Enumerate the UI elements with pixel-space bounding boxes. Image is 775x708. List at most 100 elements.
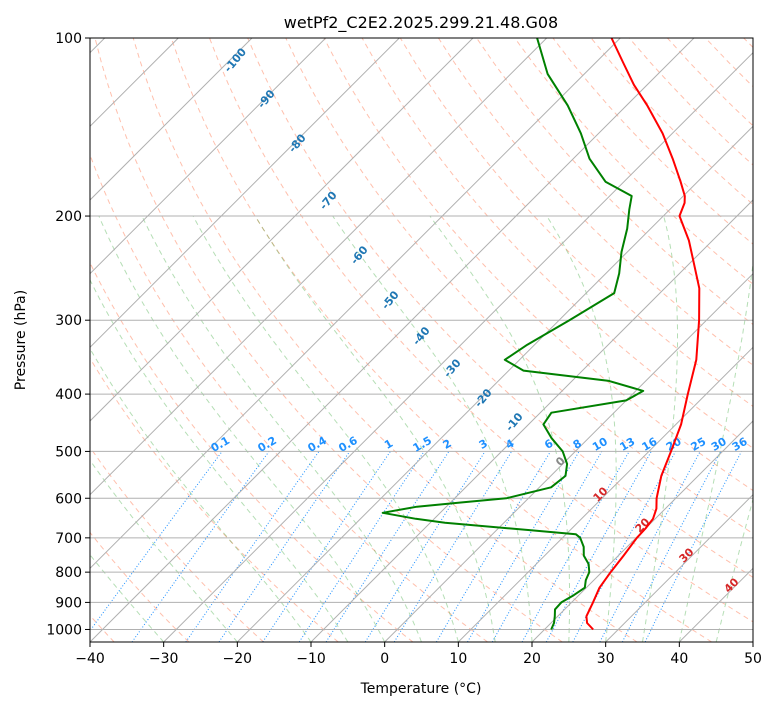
dry-adiabat [132,38,638,642]
moist-adiabat [546,215,617,642]
moist-adiabat [642,215,678,642]
mixing-ratio-label: 2 [441,437,454,452]
dry-adiabat [437,38,753,366]
moist-adiabat [90,459,238,642]
dry-adiabat-label: -60 [348,243,371,267]
y-axis-ticks: 1000 900 800 700 600 500 400 300 200 100 [46,31,90,638]
dry-adiabat-label: -70 [317,189,340,213]
moist-adiabat [90,553,165,642]
x-tick-label: −40 [75,651,105,667]
moist-adiabat [678,259,753,642]
isotherm-line [310,199,753,642]
isotherm-line [90,38,548,496]
dry-adiabat [514,38,753,285]
y-tick-label: 200 [55,209,82,225]
mixing-ratio-line [325,451,450,642]
y-tick-label: 300 [55,313,82,329]
isotherm-line [90,38,327,275]
temperature-line [585,38,701,631]
y-tick-label: 700 [55,531,82,547]
isotherm-line [90,38,621,570]
moist-adiabat-label: 30 [677,545,697,565]
mixing-ratio-line [262,451,391,642]
y-tick-label: 100 [55,31,82,47]
isotherm-line [90,38,253,201]
mixing-ratio-line [545,451,652,642]
moist-adiabat [90,278,349,642]
moist-adiabat [332,215,533,642]
dry-adiabat [743,38,753,49]
x-tick-label: −30 [149,651,179,667]
y-tick-label: 800 [55,565,82,581]
dry-adiabat-label: -50 [379,288,402,312]
x-tick-label: 0 [380,651,389,667]
y-axis-label: Pressure (hPa) [13,290,29,390]
isotherm-line [236,125,753,642]
mixing-ratio-line [435,451,552,642]
isotherm-line [90,38,474,422]
mixing-ratio-line [364,451,486,642]
isotherm-line [384,272,753,642]
dewpoint-line [381,38,645,630]
mixing-ratio-line [521,451,630,642]
isotherm-line [752,641,753,642]
moist-adiabat [715,497,753,642]
y-tick-label: 900 [55,595,82,611]
moist-adiabat [90,347,312,642]
dry-adiabat [90,153,488,642]
mixing-ratio-line [90,451,223,632]
mixing-ratio-label: 4 [503,437,516,452]
dry-adiabat-label: -100 [221,45,249,75]
dry-adiabat [399,38,753,408]
dry-adiabat-label: -40 [410,324,433,348]
x-tick-label: −20 [223,651,253,667]
moist-adiabats [90,215,753,642]
chart-title: wetPf2_C2E2.2025.299.21.48.G08 [284,13,558,33]
mixing-ratio-line [467,451,580,642]
isotherm-line [531,420,753,642]
moist-adiabat-label: 10 [591,484,611,504]
dry-adiabats [90,38,753,642]
y-tick-label: 1000 [46,622,82,638]
x-tick-label: 10 [449,651,467,667]
isotherm-line [90,38,400,349]
dry-adiabat [94,38,563,642]
profile-series [381,38,701,631]
x-axis-label: Temperature (°C) [360,681,482,697]
grid-lines [90,38,753,642]
dry-adiabat [170,38,712,642]
dry-adiabat-label: -20 [472,386,495,410]
y-tick-label: 500 [55,444,82,460]
mixing-ratio-line [599,451,701,642]
x-tick-label: 40 [670,651,688,667]
mixing-ratio-line [298,451,425,642]
x-tick-label: 30 [597,651,615,667]
mixing-ratio-line [131,451,270,642]
x-tick-label: −10 [296,651,326,667]
dry-adiabat [90,357,339,642]
dry-adiabat [90,261,414,642]
moist-adiabat [141,215,422,642]
dry-adiabat [247,38,753,578]
dry-adiabat [209,38,753,623]
dry-adiabat [90,446,264,642]
plot-frame [89,37,754,643]
mixing-ratio-label: 3 [477,437,490,452]
mixing-ratio-label: 6 [542,437,555,452]
isotherm-line [457,346,753,642]
dry-adiabat [705,38,753,88]
y-tick-label: 600 [55,491,82,507]
dry-adiabat [90,531,190,642]
dry-adiabat-label: -30 [441,356,464,380]
x-tick-label: 20 [523,651,541,667]
isotherm-line [605,493,753,642]
isotherm-line [163,51,753,642]
isotherm-line [90,38,695,642]
mixing-ratio-line [621,451,722,642]
moist-adiabat [192,215,459,642]
x-tick-label: 50 [744,651,762,667]
x-axis-ticks: −40 −30 −20 −10 0 10 20 30 40 50 [75,642,762,667]
moist-adiabat-label: 40 [722,575,742,595]
isotherm-line [678,567,753,642]
